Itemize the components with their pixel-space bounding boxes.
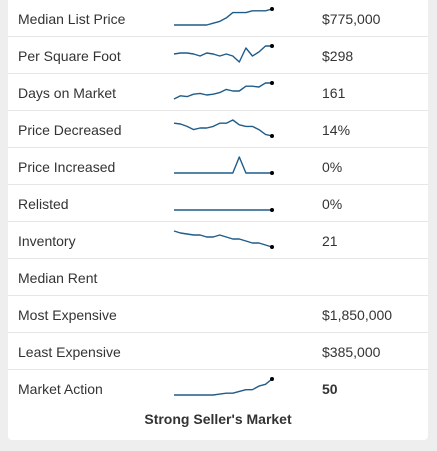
metric-row-relisted: Relisted 0% [8,185,428,222]
metric-label: Per Square Foot [18,48,121,64]
metric-value: 0% [322,196,343,212]
sparkline-endpoint [270,81,274,85]
sparkline-days-on-market [173,81,274,100]
metric-label: Most Expensive [18,307,117,323]
metric-value: 0% [322,159,343,175]
sparkline-endpoint [270,377,274,381]
sparkline-path [173,230,273,248]
metric-value: $298 [322,48,354,64]
sparkline-market-action [174,377,274,396]
metric-row-median-rent: Median Rent [8,259,428,296]
metric-label: Median List Price [18,11,126,27]
metric-row-most-expensive: Most Expensive $1,850,000 [8,296,428,333]
sparkline-endpoint [270,171,274,175]
sparkline-path [173,82,272,100]
metric-value: 50 [322,381,338,397]
metric-label: Relisted [18,196,69,212]
sparkline-path [173,119,273,137]
market-stats-card: Median List Price $775,000 Per Square Foot… [8,0,428,440]
metric-value: 161 [322,85,346,101]
metric-row-market-action: Market Action 50 [8,370,428,407]
metric-label: Price Increased [18,159,116,175]
metric-value: $775,000 [322,11,381,27]
metric-label: Median Rent [18,270,98,286]
sparkline-price-increased [174,156,274,175]
metric-value: 21 [322,233,338,249]
metric-value: $385,000 [322,344,381,360]
metric-label: Days on Market [18,85,117,101]
sparkline-median-list-price [174,7,274,26]
sparkline-relisted [174,208,274,212]
sparkline-endpoint [270,208,274,212]
metric-row-least-expensive: Least Expensive $385,000 [8,333,428,370]
sparkline-path [174,8,273,26]
sparkline-endpoint [270,245,274,249]
sparkline-endpoint [270,7,274,11]
metric-row-inventory: Inventory 21 [8,222,428,259]
metric-row-per-square-foot: Per Square Foot $298 [8,37,428,74]
metric-value: 14% [322,122,351,138]
metric-label: Least Expensive [18,344,121,360]
sparkline-inventory [173,230,274,249]
metric-label: Price Decreased [18,122,122,138]
sparkline-path [174,378,273,396]
metric-row-days-on-market: Days on Market 161 [8,74,428,111]
sparkline-endpoint [270,134,274,138]
metric-row-price-decreased: Price Decreased 14% [8,111,428,148]
metric-row-median-list-price: Median List Price $775,000 [8,0,428,37]
market-summary: Strong Seller's Market [144,411,292,427]
metrics-table: Median List Price $775,000 Per Square Foot… [8,0,428,407]
metric-value: $1,850,000 [322,307,393,323]
metric-label: Market Action [18,381,103,397]
sparkline-endpoint [270,44,274,48]
metric-row-price-increased: Price Increased 0% [8,148,428,185]
sparkline-price-decreased [173,119,274,138]
sparkline-per-square-foot [173,44,274,63]
sparkline-path [174,156,272,174]
sparkline-path [173,45,272,63]
metric-label: Inventory [18,233,76,249]
